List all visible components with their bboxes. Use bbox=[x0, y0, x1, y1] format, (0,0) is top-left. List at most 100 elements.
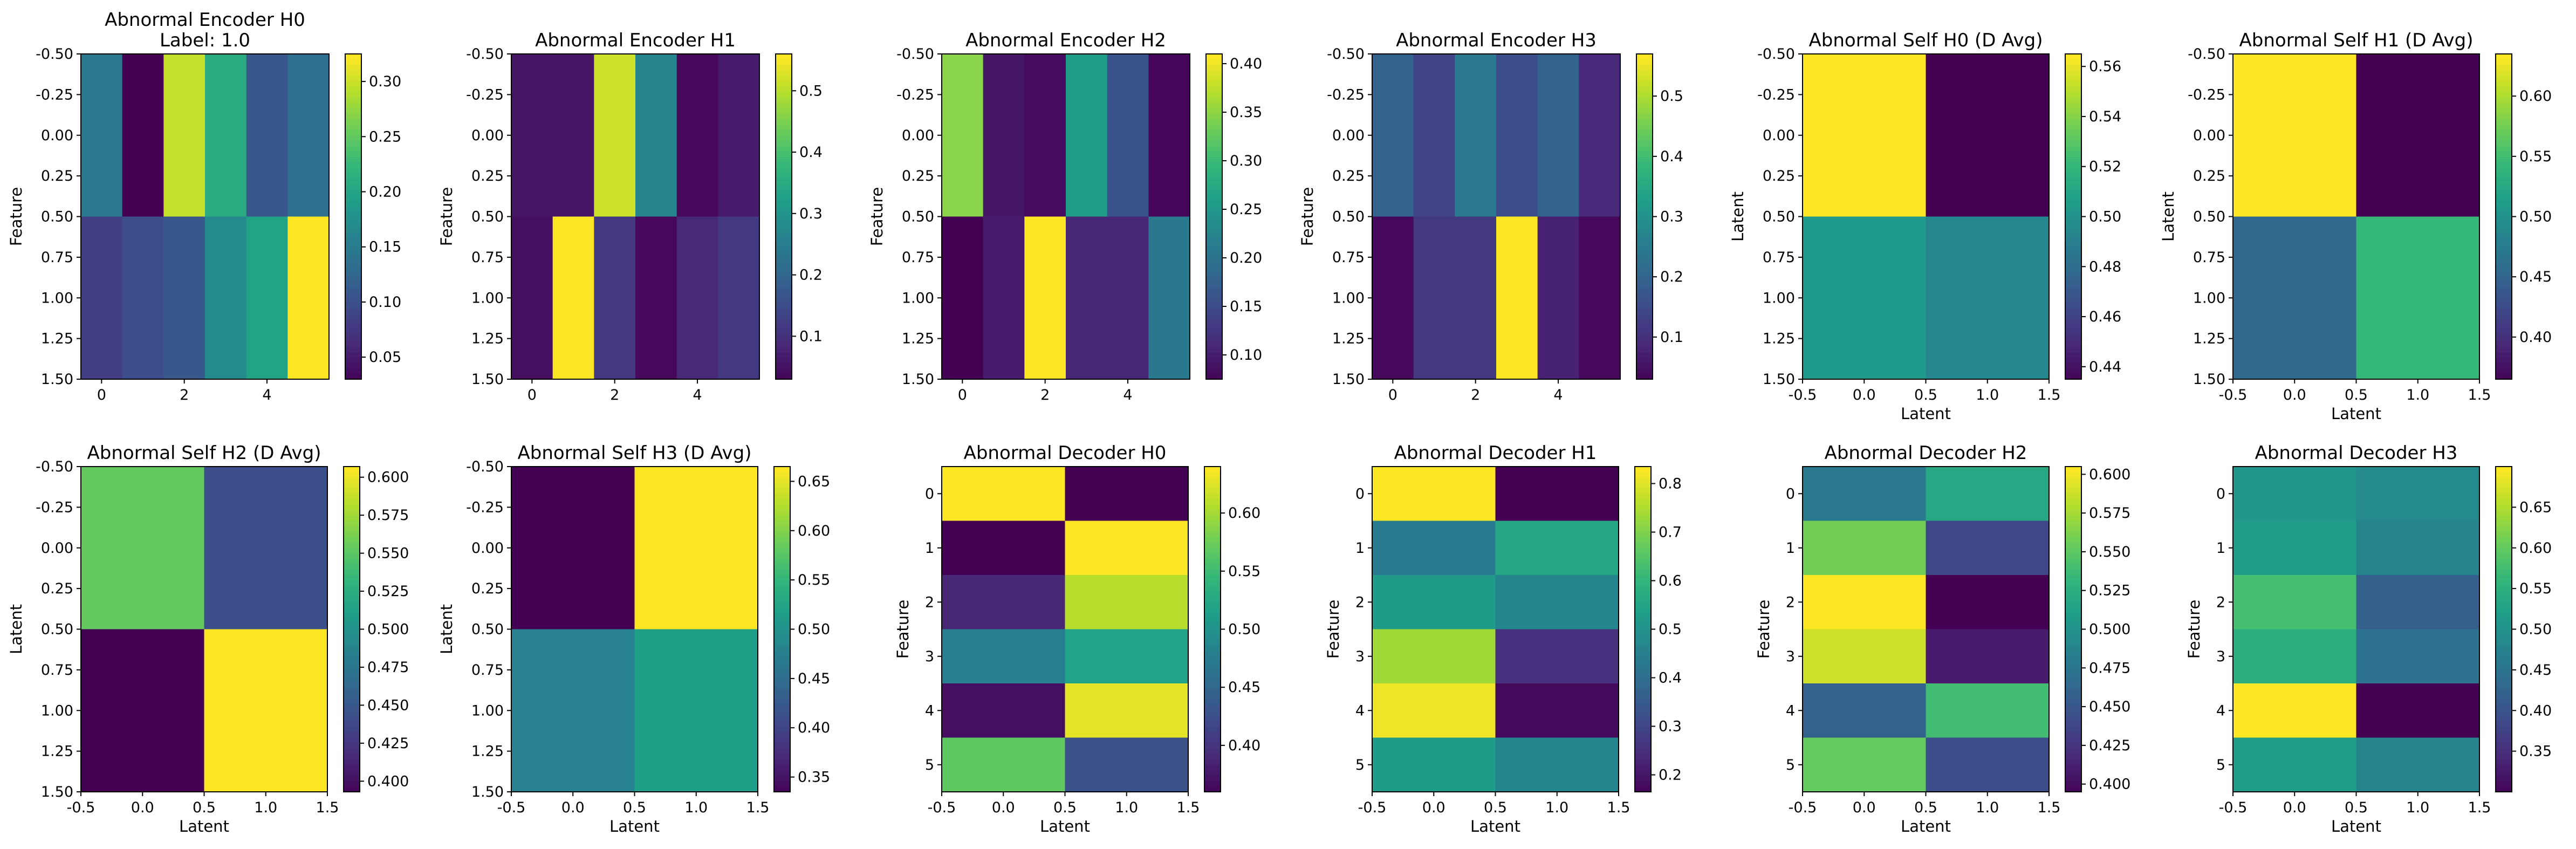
colorbar-swatch bbox=[344, 569, 360, 576]
colorbar-tick-label: 0.575 bbox=[367, 507, 409, 524]
heatmap-cell bbox=[1413, 54, 1455, 217]
colorbar-swatch bbox=[2496, 108, 2512, 114]
y-tick-label: 0.25 bbox=[471, 168, 504, 184]
heatmap-cell bbox=[2356, 216, 2480, 380]
colorbar-swatch bbox=[2065, 129, 2081, 136]
x-tick-label: 1.0 bbox=[254, 799, 277, 816]
y-tick-label: 0.50 bbox=[41, 621, 73, 638]
y-tick-label: 0.25 bbox=[1332, 168, 1365, 184]
colorbar-swatch bbox=[774, 467, 790, 473]
colorbar-swatch bbox=[1635, 580, 1651, 586]
colorbar-swatch bbox=[776, 195, 792, 201]
colorbar-swatch bbox=[345, 314, 361, 320]
colorbar-swatch bbox=[1635, 737, 1651, 744]
colorbar-swatch bbox=[1636, 168, 1653, 174]
y-tick-label: 1.25 bbox=[41, 331, 73, 347]
y-tick-label: -0.25 bbox=[2188, 86, 2225, 103]
heatmap-cell bbox=[1066, 216, 1108, 380]
colorbar-swatch bbox=[774, 634, 790, 641]
colorbar-swatch bbox=[1635, 477, 1651, 483]
colorbar-swatch bbox=[2496, 602, 2512, 608]
colorbar-swatch bbox=[1206, 325, 1222, 331]
colorbar-swatch bbox=[2065, 483, 2081, 489]
colorbar-swatch bbox=[1206, 319, 1222, 326]
colorbar-swatch bbox=[345, 86, 361, 93]
colorbar-swatch bbox=[1204, 732, 1221, 738]
y-tick-label: 1.00 bbox=[41, 702, 73, 719]
x-tick-label: 0.5 bbox=[2345, 387, 2368, 403]
colorbar-swatch bbox=[1206, 222, 1222, 228]
colorbar-swatch bbox=[2496, 211, 2512, 217]
y-tick-label: -0.50 bbox=[2188, 46, 2225, 63]
colorbar-tick-label: 0.1 bbox=[799, 328, 823, 345]
colorbar-swatch bbox=[2065, 564, 2081, 570]
colorbar-swatch bbox=[774, 499, 790, 505]
colorbar-swatch bbox=[774, 743, 790, 749]
colorbar-swatch bbox=[344, 716, 360, 722]
colorbar-swatch bbox=[344, 667, 360, 673]
colorbar-tick-label: 0.5 bbox=[799, 83, 823, 99]
colorbar-swatch bbox=[1206, 135, 1222, 141]
colorbar-swatch bbox=[776, 59, 792, 65]
y-tick-label: -0.50 bbox=[36, 46, 73, 63]
colorbar-swatch bbox=[2496, 494, 2512, 500]
heatmap-cell bbox=[2356, 683, 2480, 738]
colorbar-tick-label: 0.3 bbox=[1660, 209, 1683, 225]
colorbar-swatch bbox=[2065, 780, 2081, 787]
colorbar-swatch bbox=[1636, 179, 1653, 184]
colorbar-swatch bbox=[776, 276, 792, 282]
y-tick-label: 0.25 bbox=[902, 168, 934, 184]
colorbar-tick-label: 0.400 bbox=[2089, 776, 2130, 793]
colorbar-swatch bbox=[776, 184, 792, 190]
colorbar-swatch bbox=[774, 515, 790, 522]
heatmap-cell bbox=[1065, 467, 1189, 522]
colorbar: 0.35 0.40 0.45 0.50 0.55 0.60 0.65 bbox=[2495, 466, 2552, 792]
colorbar-swatch bbox=[2496, 54, 2512, 60]
colorbar-swatch bbox=[344, 694, 360, 700]
colorbar-swatch bbox=[2065, 521, 2081, 527]
colorbar-swatch bbox=[774, 656, 790, 662]
colorbar-swatch bbox=[2065, 531, 2081, 538]
colorbar-swatch bbox=[2065, 276, 2081, 282]
colorbar-swatch bbox=[1635, 672, 1651, 679]
colorbar-swatch bbox=[2065, 314, 2081, 320]
colorbar-swatch bbox=[1636, 298, 1653, 304]
y-tick-label: 1.25 bbox=[1332, 331, 1365, 347]
colorbar-swatch bbox=[2496, 352, 2512, 358]
colorbar-swatch bbox=[2065, 86, 2081, 93]
colorbar-swatch bbox=[776, 140, 792, 147]
x-tick-label: 1.5 bbox=[2038, 387, 2061, 403]
heatmap-cell bbox=[1803, 54, 1927, 217]
y-tick-label: 0.50 bbox=[471, 621, 504, 638]
colorbar-swatch bbox=[776, 92, 792, 98]
heatmap-cell bbox=[1066, 54, 1108, 217]
colorbar-swatch bbox=[1636, 162, 1653, 168]
colorbar-tick-label: 0.3 bbox=[1659, 718, 1682, 735]
y-tick-label: 2 bbox=[925, 594, 934, 611]
heatmap-cell bbox=[1024, 54, 1066, 217]
heatmap-cell bbox=[634, 629, 758, 792]
colorbar-swatch bbox=[1204, 748, 1221, 755]
colorbar-swatch bbox=[1206, 86, 1222, 93]
colorbar-swatch bbox=[1635, 472, 1651, 478]
colorbar-swatch bbox=[776, 309, 792, 315]
colorbar-swatch bbox=[776, 282, 792, 287]
colorbar-swatch bbox=[1636, 287, 1653, 293]
colorbar-swatch bbox=[1635, 558, 1651, 565]
y-tick-label: 3 bbox=[925, 648, 934, 665]
colorbar-swatch bbox=[1204, 737, 1221, 744]
colorbar-swatch bbox=[774, 483, 790, 489]
colorbar-swatch bbox=[1635, 618, 1651, 625]
colorbar-swatch bbox=[774, 613, 790, 619]
colorbar-swatch bbox=[344, 624, 360, 630]
y-tick-label: 0.00 bbox=[41, 540, 73, 557]
colorbar-swatch bbox=[1204, 700, 1221, 706]
colorbar-swatch bbox=[2065, 700, 2081, 706]
colorbar-tick-label: 0.450 bbox=[367, 697, 409, 714]
x-tick-label: -0.5 bbox=[497, 799, 526, 816]
colorbar-swatch bbox=[776, 265, 792, 271]
colorbar-swatch bbox=[345, 330, 361, 337]
colorbar-swatch bbox=[2496, 770, 2512, 776]
y-tick-label: 0.75 bbox=[902, 249, 934, 266]
colorbar: 0.44 0.46 0.48 0.50 0.52 0.54 0.56 bbox=[2065, 53, 2121, 380]
